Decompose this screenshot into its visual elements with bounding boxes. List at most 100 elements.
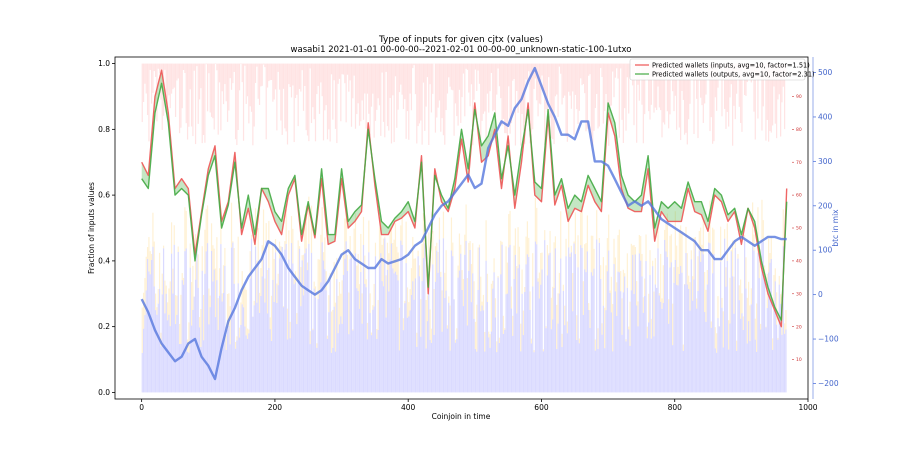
bg-bar-orange	[212, 245, 213, 281]
bg-bar-orange	[158, 289, 159, 304]
bg-bar-orange	[447, 325, 448, 328]
bg-bar-blue	[182, 280, 183, 392]
bg-bar-blue	[311, 253, 312, 393]
bg-bar-blue	[740, 319, 741, 393]
bg-bar-blue	[183, 285, 184, 393]
bg-bar-red	[597, 64, 598, 129]
bg-bar-orange	[668, 299, 669, 323]
bg-bar-red	[186, 64, 187, 124]
bg-bar-orange	[643, 297, 644, 313]
bg-bar-orange	[354, 229, 355, 260]
bg-bar-blue	[452, 256, 453, 392]
bg-bar-orange	[232, 241, 233, 242]
bg-bar-blue	[254, 305, 255, 392]
bg-bar-red	[395, 64, 396, 77]
bg-bar-blue	[175, 324, 176, 392]
bg-bar-orange	[564, 306, 565, 325]
bg-bar-orange	[528, 238, 529, 257]
bg-bar-blue	[262, 276, 263, 392]
bg-bar-orange	[358, 254, 359, 291]
bg-bar-orange	[427, 295, 428, 321]
bg-bar-orange	[561, 334, 562, 347]
bg-bar-blue	[555, 248, 556, 392]
bg-bar-blue	[588, 310, 589, 392]
bg-bar-red	[190, 64, 191, 90]
bg-bar-red	[170, 64, 171, 109]
y3-tick-label: 40	[796, 258, 802, 264]
bg-bar-blue	[236, 341, 237, 393]
bg-bar-red	[411, 64, 412, 111]
bg-bar-orange	[360, 234, 361, 272]
bg-bar-orange	[286, 209, 287, 244]
bg-bar-blue	[456, 339, 457, 392]
bg-bar-blue	[439, 240, 440, 393]
bg-bar-red	[367, 64, 368, 94]
bg-bar-orange	[387, 243, 388, 270]
bg-bar-orange	[148, 237, 149, 271]
bg-bar-blue	[403, 330, 404, 392]
bg-bar-blue	[383, 286, 384, 392]
bg-bar-blue	[178, 252, 179, 392]
bg-bar-red	[347, 64, 348, 75]
bg-bar-orange	[192, 266, 193, 310]
bg-bar-orange	[190, 244, 191, 268]
bg-bar-blue	[688, 289, 689, 393]
bg-bar-orange	[231, 203, 232, 248]
bg-bar-red	[442, 64, 443, 119]
bg-bar-red	[619, 64, 620, 138]
bg-bar-red	[304, 64, 305, 86]
bg-bar-red	[171, 64, 172, 94]
bg-bar-red	[360, 64, 361, 122]
bg-bar-orange	[468, 243, 469, 271]
bg-bar-blue	[612, 351, 613, 392]
bg-bar-blue	[302, 260, 303, 392]
bg-bar-orange	[327, 336, 328, 339]
bg-bar-orange	[753, 234, 754, 250]
bg-bar-blue	[596, 240, 597, 393]
bg-bar-blue	[520, 351, 521, 392]
bg-bar-orange	[483, 295, 484, 311]
bg-bar-red	[310, 64, 311, 69]
bg-bar-orange	[467, 278, 468, 325]
bg-bar-blue	[154, 287, 155, 393]
bg-bar-orange	[631, 244, 632, 291]
bg-bar-orange	[156, 307, 157, 315]
bg-bar-red	[152, 64, 153, 93]
bg-bar-blue	[543, 351, 544, 392]
bg-bar-red	[476, 64, 477, 91]
bg-bar-orange	[340, 294, 341, 317]
bg-bar-red	[628, 64, 629, 114]
bg-bar-blue	[472, 273, 473, 392]
bg-bar-orange	[685, 227, 686, 253]
bg-bar-blue	[499, 343, 500, 392]
bg-bar-red	[326, 64, 327, 106]
bg-bar-red	[243, 64, 244, 141]
bg-bar-blue	[296, 324, 297, 392]
bg-bar-blue	[220, 244, 221, 392]
bg-bar-orange	[713, 229, 714, 253]
bg-bar-blue	[737, 259, 738, 393]
bg-bar-blue	[354, 260, 355, 393]
bg-bar-orange	[356, 266, 357, 289]
bg-bar-blue	[548, 255, 549, 392]
bg-bar-red	[280, 64, 281, 121]
bg-bar-orange	[620, 271, 621, 291]
bg-bar-blue	[388, 291, 389, 392]
bg-bar-orange	[711, 321, 712, 327]
bg-bar-red	[258, 64, 259, 99]
bg-bar-blue	[240, 325, 241, 392]
bg-bar-orange	[557, 293, 558, 323]
bg-bar-blue	[395, 272, 396, 393]
bg-bar-red	[276, 64, 277, 131]
x-tick-label: 600	[534, 403, 549, 412]
bg-bar-red	[609, 64, 610, 107]
bg-bar-red	[180, 64, 181, 128]
bg-bar-blue	[533, 352, 534, 392]
bg-bar-orange	[435, 246, 436, 282]
y3-tick-label: 90	[796, 94, 802, 100]
bg-bar-blue	[749, 341, 750, 392]
bg-bar-blue	[412, 281, 413, 392]
bg-bar-red	[366, 64, 367, 129]
bg-bar-orange	[505, 246, 506, 294]
bg-bar-orange	[260, 268, 261, 296]
